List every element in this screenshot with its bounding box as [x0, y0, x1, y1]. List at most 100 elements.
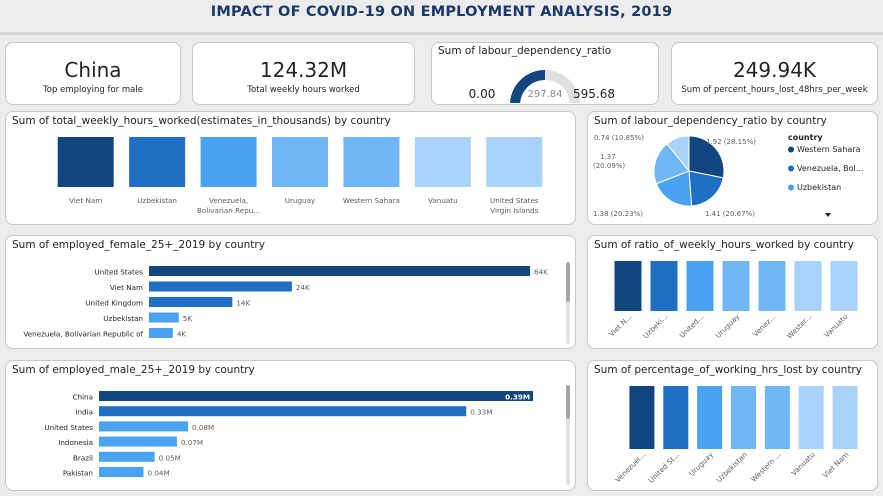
bar — [99, 421, 189, 432]
value-label: 64K — [534, 268, 548, 277]
value-label: 0.08M — [192, 423, 214, 432]
pie-slice — [653, 143, 690, 185]
title-divider — [0, 32, 883, 35]
bar — [614, 261, 642, 311]
bar — [149, 266, 530, 276]
bar — [663, 386, 689, 449]
bar — [758, 261, 786, 311]
bar — [832, 386, 858, 449]
page-title: IMPACT OF COVID-19 ON EMPLOYMENT ANALYSI… — [210, 4, 673, 20]
tick-label: United... — [677, 312, 705, 340]
bar — [798, 386, 824, 449]
value-label: 0.04M — [148, 469, 170, 478]
tick-label: Venez... — [751, 312, 777, 338]
tick-label: Venezuela, — [209, 196, 248, 205]
employed-male-title: Sum of employed_male_25+_2019 by country — [12, 364, 255, 376]
bar — [99, 391, 533, 401]
bar — [414, 137, 471, 187]
bar — [686, 261, 714, 311]
female-scroll-thumb[interactable] — [566, 262, 570, 302]
bar — [149, 281, 292, 292]
bar — [722, 261, 750, 311]
employed-female-panel[interactable]: Sum of employed_female_25+_2019 by count… — [5, 235, 576, 349]
gauge-title: Sum of labour_dependency_ratio — [438, 45, 612, 57]
slice-label: 1.41 (20.67%) — [705, 210, 755, 218]
category-label: Pakistan — [63, 469, 93, 478]
pie-slice — [688, 170, 724, 207]
value-label: 14K — [236, 299, 250, 308]
kpi-card-percent-lost[interactable]: 249.94K Sum of percent_hours_lost_48hrs_… — [671, 42, 878, 105]
tick-label: Virgin Islands — [490, 206, 538, 215]
labour-pie-chart: 1.92 (28.15%) 1.41 (20.67%) 1.38 (20.23%) 1… — [593, 133, 863, 218]
category-label: United Kingdom — [85, 299, 143, 308]
bar — [650, 261, 678, 311]
bar — [99, 406, 467, 417]
slice-label: 0.74 (10.85%) — [594, 134, 644, 142]
category-label: United States — [94, 268, 143, 277]
weekly-hours-chart: Viet Nam Uzbekistan Venezuela,Bolivarian R… — [57, 137, 543, 215]
bar — [764, 386, 790, 449]
bar — [731, 386, 756, 449]
weekly-ratio-panel[interactable]: Sum of ratio_of_weekly_hours_worked by c… — [587, 235, 878, 349]
gauge-card[interactable]: Sum of labour_dependency_ratio 0.00 595.6… — [431, 42, 659, 105]
bar — [200, 137, 257, 187]
pie-slice — [688, 135, 725, 179]
tick-label: Western Sahara — [343, 196, 400, 205]
tick-label: Viet Nam — [69, 196, 102, 205]
kpi-card-top-country[interactable]: China Top employing for male — [5, 42, 181, 105]
gauge-value-label: 297.84 — [528, 89, 563, 100]
labour-pie-title: Sum of labour_dependency_ratio by countr… — [594, 115, 827, 127]
tick-label: Uzbeki... — [641, 312, 669, 340]
bar — [486, 137, 543, 187]
category-label: Venezuela, Bolivarian Republic of — [23, 330, 143, 339]
pie-slice — [666, 135, 690, 173]
tick-label: Uruguay — [713, 312, 741, 340]
tick-label: Vanuatu — [789, 450, 816, 477]
labour-pie-panel[interactable]: Sum of labour_dependency_ratio by countr… — [587, 111, 878, 225]
bar — [99, 436, 177, 447]
kpi-percent-lost-value: 249.94K — [732, 58, 817, 82]
bar — [129, 137, 186, 187]
gauge-chart: 0.00 595.68 297.84 — [469, 70, 615, 103]
kpi-percent-lost-label: Sum of percent_hours_lost_48hrs_per_week — [681, 85, 868, 95]
legend-marker — [788, 184, 794, 191]
kpi-total-hours-value: 124.32M — [259, 58, 348, 82]
slice-label: 1.38 (20.23%) — [593, 210, 643, 218]
category-label: Brazil — [73, 453, 93, 462]
weekly-ratio-title: Sum of ratio_of_weekly_hours_worked by c… — [594, 239, 854, 251]
male-scrollbar[interactable] — [566, 385, 570, 485]
gauge-max-label: 595.68 — [573, 87, 615, 101]
female-scrollbar[interactable] — [566, 262, 570, 344]
male-scroll-thumb[interactable] — [566, 385, 570, 419]
hrs-lost-title: Sum of percentage_of_working_hrs_lost by… — [594, 364, 862, 376]
category-label: China — [72, 393, 93, 402]
kpi-total-hours-label: Total weekly hours worked — [247, 85, 360, 95]
value-label: 4K — [177, 330, 187, 339]
weekly-hours-title: Sum of total_weekly_hours_worked(estimat… — [12, 115, 391, 127]
tick-label: Venezuel... — [613, 450, 647, 484]
hrs-lost-chart: Venezuel... United St... Uruguay Uzbekistan… — [613, 386, 858, 485]
category-label: United States — [44, 423, 93, 432]
bar — [149, 328, 173, 338]
bar — [794, 261, 822, 311]
tick-label: Vanuatu — [428, 196, 458, 205]
slice-label: 1.37 — [600, 153, 616, 161]
kpi-card-total-hours[interactable]: 124.32M Total weekly hours worked — [192, 42, 415, 105]
value-label: 5K — [183, 314, 193, 323]
bar — [149, 312, 179, 323]
weekly-hours-panel[interactable]: Sum of total_weekly_hours_worked(estimat… — [5, 111, 576, 225]
category-label: Uzbekistan — [103, 314, 143, 323]
tick-label: United St... — [646, 450, 681, 485]
bar — [272, 137, 328, 187]
legend-marker — [788, 146, 794, 153]
tick-label: Uruguay — [285, 196, 316, 205]
bar — [697, 386, 723, 449]
triangle-down-icon — [825, 213, 831, 217]
value-label: 24K — [296, 283, 310, 292]
pie-slice — [655, 170, 693, 207]
hrs-lost-panel[interactable]: Sum of percentage_of_working_hrs_lost by… — [587, 360, 878, 491]
tick-label: United States — [490, 196, 539, 205]
bar — [149, 297, 233, 307]
employed-male-panel[interactable]: Sum of employed_male_25+_2019 by country… — [5, 360, 576, 491]
legend-item: Uzbekistan — [797, 183, 841, 192]
